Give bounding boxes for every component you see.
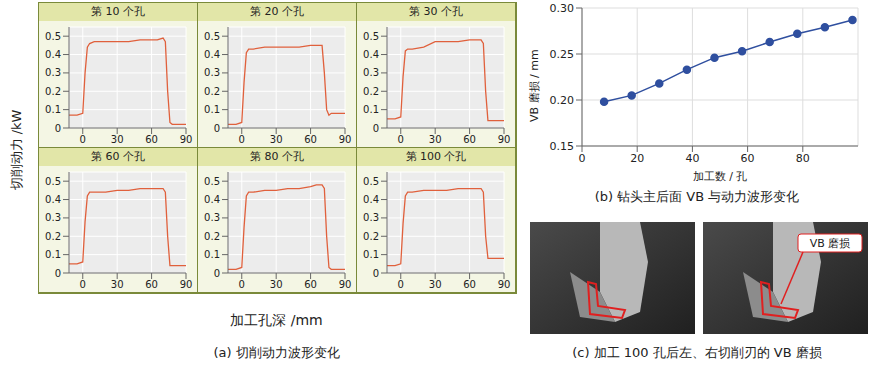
svg-text:90: 90: [498, 279, 511, 290]
html-text:第 100 个孔: 第 100 个孔: [405, 150, 467, 163]
svg-text:0.3: 0.3: [204, 67, 220, 78]
svg-text:0.3: 0.3: [45, 212, 61, 223]
svg-text:0.2: 0.2: [204, 231, 220, 242]
svg-text:0.4: 0.4: [45, 49, 61, 60]
html-text:加工孔深 /mm: 加工孔深 /mm: [230, 312, 323, 328]
svg-text:30: 30: [270, 279, 283, 290]
svg-text:0.25: 0.25: [550, 48, 575, 61]
svg-text:90: 90: [498, 134, 511, 145]
html-text:第 10 个孔: 第 10 个孔: [91, 5, 145, 18]
svg-text:20: 20: [630, 152, 644, 165]
html-text:第 80 个孔: 第 80 个孔: [250, 150, 304, 163]
svg-text:60: 60: [463, 279, 476, 290]
svg-text:0: 0: [214, 123, 220, 134]
svg-text:0.5: 0.5: [45, 31, 61, 42]
svg-text:0.5: 0.5: [45, 176, 61, 187]
svg-text:0: 0: [398, 279, 404, 290]
html-text:第 20 个孔: 第 20 个孔: [250, 5, 304, 18]
svg-text:60: 60: [463, 134, 476, 145]
svg-text:0.1: 0.1: [45, 104, 61, 115]
svg-text:0: 0: [239, 279, 245, 290]
svg-text:0.3: 0.3: [204, 212, 220, 223]
svg-text:0: 0: [373, 268, 379, 279]
svg-text:0.4: 0.4: [45, 194, 61, 205]
svg-text:0: 0: [80, 134, 86, 145]
svg-text:0: 0: [55, 268, 61, 279]
svg-text:0.5: 0.5: [204, 176, 220, 187]
svg-text:80: 80: [796, 152, 810, 165]
svg-text:90: 90: [339, 279, 352, 290]
svg-text:0.3: 0.3: [45, 67, 61, 78]
svg-text:0.2: 0.2: [45, 86, 61, 97]
svg-text:90: 90: [180, 279, 193, 290]
svg-text:0.5: 0.5: [363, 31, 379, 42]
svg-text:0.1: 0.1: [45, 249, 61, 260]
svg-text:30: 30: [111, 279, 124, 290]
svg-text:0.2: 0.2: [363, 231, 379, 242]
svg-text:0.30: 0.30: [550, 2, 575, 15]
svg-text:0: 0: [579, 152, 586, 165]
svg-text:0: 0: [373, 123, 379, 134]
svg-text:90: 90: [339, 134, 352, 145]
svg-text:0.5: 0.5: [204, 31, 220, 42]
svg-text:0.4: 0.4: [204, 49, 220, 60]
svg-text:0.2: 0.2: [45, 231, 61, 242]
svg-text:0.4: 0.4: [363, 49, 379, 60]
svg-text:60: 60: [304, 134, 317, 145]
html-text:切削动力 /kW: 切削动力 /kW: [9, 109, 24, 191]
svg-text:0: 0: [239, 134, 245, 145]
html-text:第 30 个孔: 第 30 个孔: [409, 5, 463, 18]
svg-text:0.4: 0.4: [363, 194, 379, 205]
svg-text:0.4: 0.4: [204, 194, 220, 205]
svg-text:0.15: 0.15: [550, 140, 575, 153]
svg-text:0: 0: [80, 279, 86, 290]
html-text:(b) 钻头主后面 VB 与动力波形变化: (b) 钻头主后面 VB 与动力波形变化: [594, 189, 800, 204]
svg-text:40: 40: [685, 152, 699, 165]
svg-text:0.3: 0.3: [363, 67, 379, 78]
svg-text:VB 磨损 / mm: VB 磨损 / mm: [528, 49, 541, 122]
svg-text:0.2: 0.2: [204, 86, 220, 97]
html-text:第 60 个孔: 第 60 个孔: [91, 150, 145, 163]
svg-text:0: 0: [214, 268, 220, 279]
svg-text:0.1: 0.1: [204, 249, 220, 260]
svg-text:0: 0: [398, 134, 404, 145]
svg-text:0.5: 0.5: [363, 176, 379, 187]
svg-text:0.1: 0.1: [204, 104, 220, 115]
svg-text:0.1: 0.1: [363, 104, 379, 115]
svg-text:90: 90: [180, 134, 193, 145]
svg-text:60: 60: [741, 152, 755, 165]
svg-text:0: 0: [55, 123, 61, 134]
svg-text:30: 30: [111, 134, 124, 145]
svg-text:0.1: 0.1: [363, 249, 379, 260]
svg-text:60: 60: [304, 279, 317, 290]
svg-text:0.20: 0.20: [550, 94, 575, 107]
svg-text:0.2: 0.2: [363, 86, 379, 97]
html-text:(c) 加工 100 孔后左、右切削刃的 VB 磨损: (c) 加工 100 孔后左、右切削刃的 VB 磨损: [572, 345, 822, 360]
svg-text:加工数 / 孔: 加工数 / 孔: [693, 170, 748, 183]
svg-text:VB 磨损: VB 磨损: [810, 237, 851, 250]
html-text:(a) 切削动力波形变化: (a) 切削动力波形变化: [213, 345, 340, 360]
svg-text:60: 60: [145, 134, 158, 145]
svg-text:30: 30: [429, 134, 442, 145]
svg-text:30: 30: [429, 279, 442, 290]
svg-text:0.3: 0.3: [363, 212, 379, 223]
svg-text:60: 60: [145, 279, 158, 290]
svg-text:30: 30: [270, 134, 283, 145]
